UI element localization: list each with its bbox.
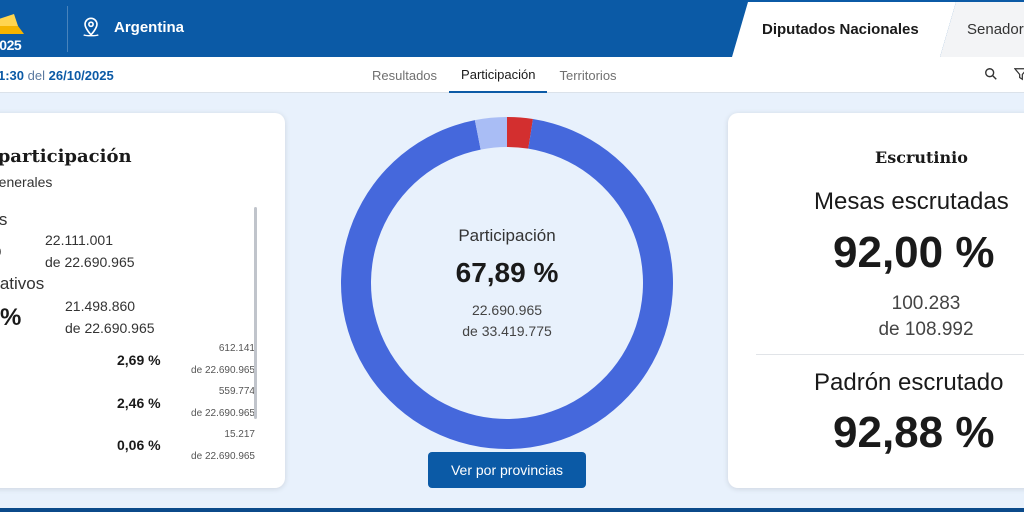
tab-resultados[interactable]: Resultados — [372, 67, 438, 83]
mesas-label: Mesas escrutadas — [814, 188, 1009, 215]
tab-diputados[interactable]: Diputados Nacionales — [732, 2, 956, 57]
row-1-pct: 2,69 % — [117, 352, 161, 368]
scrollbar[interactable] — [254, 207, 257, 419]
filter-icon[interactable] — [1014, 67, 1024, 81]
padron-label: Padrón escrutado — [814, 369, 1004, 396]
location-label: Argentina — [114, 18, 185, 36]
card-subtitle: s generales — [0, 174, 53, 190]
row-3-of: de 22.690.965 — [191, 451, 255, 460]
row-1-of: de 22.690.965 — [191, 365, 255, 376]
participation-value: 22.690.965 — [471, 302, 543, 318]
row-1-value: 612.141 — [218, 343, 255, 354]
tab-territorios[interactable]: Territorios — [559, 67, 617, 83]
card-title: e participación — [0, 146, 132, 167]
update-time: 1:30 — [0, 68, 25, 83]
escrutinio-card: Escrutinio Mesas escrutadas 92,00 % 100.… — [728, 113, 1024, 488]
section-votantes-pct: % — [0, 236, 1, 264]
section-afirmativos-of: de 22.690.965 — [65, 320, 155, 336]
section-afirmativos-label: rmativos — [0, 274, 45, 293]
sub-navigation: 1:30 del 26/10/2025 Resultados Participa… — [0, 57, 1024, 93]
row-2-of: de 22.690.965 — [191, 408, 255, 419]
row-2-pct: 2,46 % — [117, 395, 161, 411]
tab-senadores-label: Senador — [967, 21, 1024, 38]
tab-senadores[interactable]: Senador — [940, 2, 1024, 57]
search-icon[interactable] — [984, 67, 998, 81]
top-bar: 2025 Argentina Diputados Nacionales Sena… — [0, 0, 1024, 57]
row-2-value: 559.774 — [218, 386, 255, 397]
ballot-box-icon — [0, 14, 24, 34]
tab-participacion[interactable]: Participación — [449, 57, 548, 93]
padron-pct: 92,88 % — [833, 408, 995, 457]
mesas-pct: 92,00 % — [833, 228, 995, 277]
row-3-pct: 0,06 % — [117, 437, 161, 453]
escrutinio-title: Escrutinio — [875, 148, 968, 167]
section-votantes-of: de 22.690.965 — [45, 254, 135, 270]
update-info: 1:30 del 26/10/2025 — [0, 68, 114, 83]
update-date-word: del — [27, 68, 46, 83]
participation-numbers: 22.690.965 de 33.419.775 — [341, 300, 673, 342]
row-3-value: 15.217 — [224, 429, 255, 440]
donut-segment-light — [474, 117, 507, 150]
section-votantes-value: 22.111.001 — [45, 232, 113, 248]
participation-pct: 67,89 % — [455, 257, 559, 288]
participation-donut — [341, 117, 673, 449]
logo-divider — [67, 6, 68, 52]
donut-segment-red — [507, 117, 533, 149]
map-pin-icon — [83, 17, 99, 37]
logo-year: 2025 — [0, 37, 22, 53]
nav-tabs: Resultados Participación Territorios — [360, 57, 629, 93]
logo[interactable]: 2025 — [0, 6, 56, 53]
mesas-value: 100.283 — [891, 293, 961, 314]
section-afirmativos-pct: 4 % — [0, 304, 22, 331]
participation-label: Participación — [458, 226, 556, 245]
section-votantes-label: dos — [0, 210, 8, 229]
mesas-of: de 108.992 — [878, 319, 974, 340]
card-divider — [756, 354, 1024, 355]
location-selector[interactable]: Argentina — [80, 16, 184, 38]
participation-of: de 33.419.775 — [462, 323, 552, 339]
ver-por-provincias-button[interactable]: Ver por provincias — [428, 452, 586, 488]
tab-diputados-label: Diputados Nacionales — [762, 21, 919, 38]
update-date: 26/10/2025 — [48, 68, 114, 83]
section-afirmativos-value: 21.498.860 — [65, 298, 136, 314]
participation-detail-card: e participación s generales dos % 22.111… — [0, 113, 285, 488]
bottom-strip — [0, 508, 1024, 512]
